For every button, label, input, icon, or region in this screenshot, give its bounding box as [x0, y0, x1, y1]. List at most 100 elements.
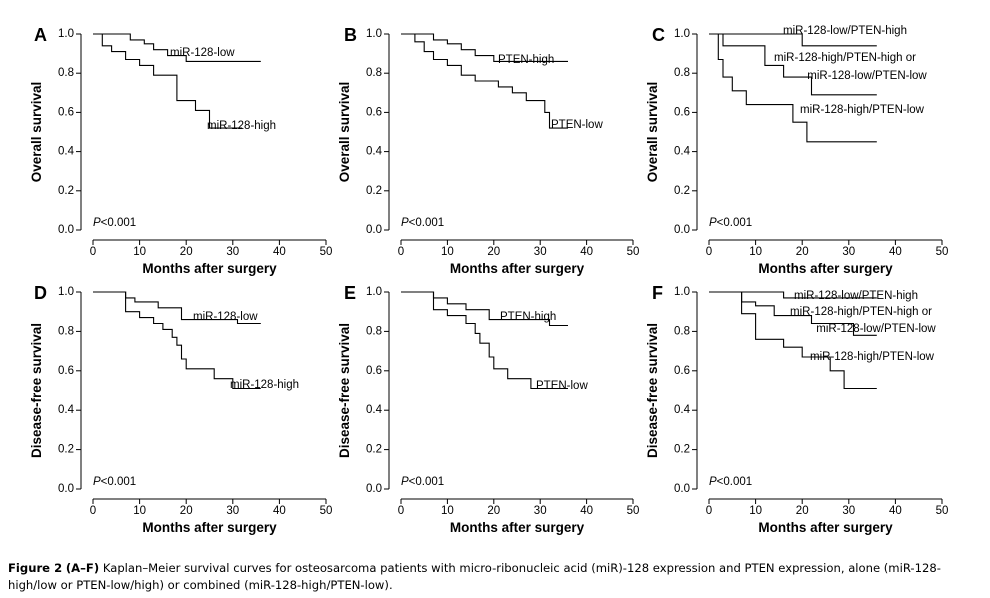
- x-tick-label: 40: [273, 246, 286, 258]
- series-label: PTEN-low: [551, 119, 603, 131]
- x-tick-label: 50: [936, 246, 949, 258]
- panel-c: C 0.0 0.2 0.4 0.6 0.8 1.0 0 10 20 30 40 50 Months aft…: [645, 25, 948, 276]
- x-axis-title: Months after surgery: [450, 520, 585, 535]
- panel-letter: A: [34, 25, 47, 45]
- caption-text: Kaplan–Meier survival curves for osteosa…: [8, 561, 941, 592]
- panel-letter: B: [344, 25, 357, 45]
- x-tick-label: 0: [706, 505, 712, 517]
- y-tick-label: 0.6: [674, 365, 690, 377]
- x-tick-label: 50: [627, 505, 640, 517]
- x-tick-label: 10: [441, 505, 454, 517]
- survival-curve: [709, 33, 877, 96]
- series-label: miR-128-low/PTEN-low: [807, 70, 927, 82]
- x-tick-label: 20: [487, 505, 500, 517]
- y-axis-title: Overall survival: [337, 82, 352, 183]
- x-axis-title: Months after surgery: [142, 261, 277, 276]
- y-tick-label: 1.0: [366, 286, 382, 298]
- x-tick-label: 0: [398, 505, 404, 517]
- x-tick-label: 30: [226, 505, 239, 517]
- survival-curve: [401, 291, 568, 390]
- survival-curve: [709, 33, 877, 47]
- y-tick-label: 0.2: [674, 185, 690, 197]
- y-tick-label: 0.8: [58, 67, 74, 79]
- x-tick-label: 20: [487, 246, 500, 258]
- panel-letter: C: [652, 25, 665, 45]
- y-axis-title: Disease-free survival: [337, 323, 352, 458]
- y-tick-label: 0.2: [58, 444, 74, 456]
- p-value-annotation: P<0.001: [401, 217, 444, 229]
- y-tick-label: 0.6: [58, 106, 74, 118]
- kaplan-meier-figure: A 0.0 0.2 0.4 0.6 0.8 1.0 0 10 20 30 40 50 Months aft…: [29, 25, 948, 535]
- x-tick-label: 10: [133, 505, 146, 517]
- y-tick-label: 0.8: [674, 67, 690, 79]
- y-tick-label: 1.0: [58, 286, 74, 298]
- caption-panels: (A–F): [65, 561, 100, 575]
- y-tick-label: 0.6: [366, 106, 382, 118]
- survival-curve: [709, 291, 877, 299]
- y-tick-label: 0.4: [58, 146, 75, 158]
- y-tick-label: 0.8: [366, 325, 382, 337]
- x-tick-label: 10: [749, 505, 762, 517]
- panel-f: F 0.0 0.2 0.4 0.6 0.8 1.0 0 10 20 30 40 50 Months aft…: [645, 283, 948, 535]
- y-tick-label: 0.0: [58, 224, 74, 236]
- series-label: miR-128-low/PTEN-low: [816, 323, 936, 335]
- series-label: miR-128-high/PTEN-low: [800, 104, 925, 116]
- panel-d: D 0.0 0.2 0.4 0.6 0.8 1.0 0 10 20 30 40 50 Months aft…: [29, 283, 332, 535]
- x-axis-title: Months after surgery: [758, 520, 893, 535]
- p-value-annotation: P<0.001: [93, 476, 136, 488]
- panel-e: E 0.0 0.2 0.4 0.6 0.8 1.0 0 10 20 30 40 50 Months aft…: [337, 283, 639, 535]
- y-tick-label: 0.0: [674, 224, 690, 236]
- x-tick-label: 20: [796, 505, 809, 517]
- y-axis-title: Overall survival: [645, 82, 660, 183]
- y-tick-label: 0.0: [58, 483, 74, 495]
- x-tick-label: 10: [441, 246, 454, 258]
- p-value-annotation: P<0.001: [709, 217, 752, 229]
- y-axis-title: Overall survival: [29, 82, 44, 183]
- x-axis-title: Months after surgery: [450, 261, 585, 276]
- x-tick-label: 10: [133, 246, 146, 258]
- y-tick-label: 1.0: [674, 286, 690, 298]
- x-tick-label: 50: [936, 505, 949, 517]
- x-tick-label: 40: [580, 505, 593, 517]
- x-axis-title: Months after surgery: [142, 520, 277, 535]
- x-tick-label: 0: [398, 246, 404, 258]
- y-tick-label: 1.0: [58, 28, 74, 40]
- p-value-annotation: P<0.001: [709, 476, 752, 488]
- survival-curve: [709, 33, 877, 143]
- series-label: miR-128-low/PTEN-high: [794, 290, 918, 302]
- caption-label: Figure 2: [8, 561, 63, 575]
- x-tick-label: 0: [90, 505, 96, 517]
- x-tick-label: 20: [180, 246, 193, 258]
- x-tick-label: 30: [226, 246, 239, 258]
- y-tick-label: 1.0: [366, 28, 382, 40]
- figure-caption: Figure 2 (A–F) Kaplan–Meier survival cur…: [8, 560, 983, 594]
- survival-curve: [709, 291, 877, 390]
- panel-b: B 0.0 0.2 0.4 0.6 0.8 1.0 0 10 20 30 40 50 Months aft…: [337, 25, 639, 276]
- p-value-annotation: P<0.001: [93, 217, 136, 229]
- panel-letter: F: [652, 283, 663, 303]
- y-axis-title: Disease-free survival: [645, 323, 660, 458]
- y-tick-label: 0.0: [366, 483, 382, 495]
- survival-curve: [401, 33, 568, 129]
- x-tick-label: 30: [534, 505, 547, 517]
- x-tick-label: 0: [706, 246, 712, 258]
- panel-letter: E: [344, 283, 356, 303]
- series-label: PTEN-high: [498, 54, 554, 66]
- x-tick-label: 20: [180, 505, 193, 517]
- x-tick-label: 30: [534, 246, 547, 258]
- series-label: miR-128-high: [230, 379, 299, 391]
- y-tick-label: 0.8: [58, 325, 74, 337]
- x-tick-label: 0: [90, 246, 96, 258]
- y-tick-label: 0.0: [674, 483, 690, 495]
- panel-a: A 0.0 0.2 0.4 0.6 0.8 1.0 0 10 20 30 40 50 Months aft…: [29, 25, 332, 276]
- survival-curve: [401, 33, 568, 62]
- y-tick-label: 0.2: [366, 444, 382, 456]
- x-tick-label: 50: [320, 246, 333, 258]
- series-label: miR-128-high: [207, 120, 276, 132]
- panel-letter: D: [34, 283, 47, 303]
- y-tick-label: 0.4: [58, 404, 75, 416]
- y-tick-label: 0.6: [58, 365, 74, 377]
- x-tick-label: 40: [889, 505, 902, 517]
- x-tick-label: 30: [842, 246, 855, 258]
- y-tick-label: 1.0: [674, 28, 690, 40]
